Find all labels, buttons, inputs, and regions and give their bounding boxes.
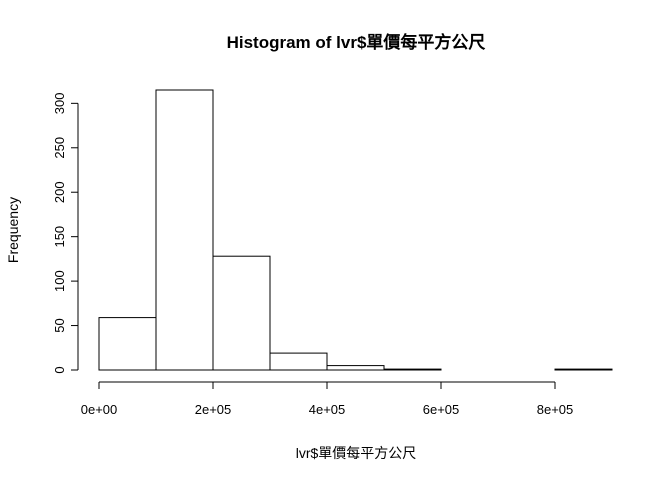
y-axis: 0 50 100 150 200 250 300 [52,92,79,374]
x-tick-label-1: 2e+05 [195,402,232,417]
x-axis: 0e+00 2e+05 4e+05 6e+05 8e+05 [81,381,574,417]
x-tick-label-2: 4e+05 [309,402,346,417]
y-axis-label: Frequency [5,197,21,263]
histogram-bar-8 [554,368,613,371]
y-tick-label-2: 100 [52,270,67,292]
y-tick-label-3: 150 [52,226,67,248]
x-tick-label-0: 0e+00 [81,402,118,417]
y-tick-label-1: 50 [52,318,67,332]
chart-title: Histogram of lvr$單價每平方公尺 [227,32,486,52]
histogram-bar-3 [269,352,328,371]
histogram-bars [98,89,613,371]
histogram-bar-4 [326,365,385,371]
y-tick-label-6: 300 [52,92,67,114]
y-tick-label-5: 250 [52,137,67,159]
x-tick-label-4: 8e+05 [537,402,574,417]
x-axis-label: lvr$單價每平方公尺 [296,445,417,461]
histogram-bar-2 [212,255,271,371]
histogram-bar-1 [155,89,214,371]
histogram-bar-5 [383,368,442,371]
histogram-bar-0 [98,317,157,371]
y-tick-label-4: 200 [52,181,67,203]
x-tick-label-3: 6e+05 [423,402,460,417]
y-tick-label-0: 0 [52,366,67,373]
